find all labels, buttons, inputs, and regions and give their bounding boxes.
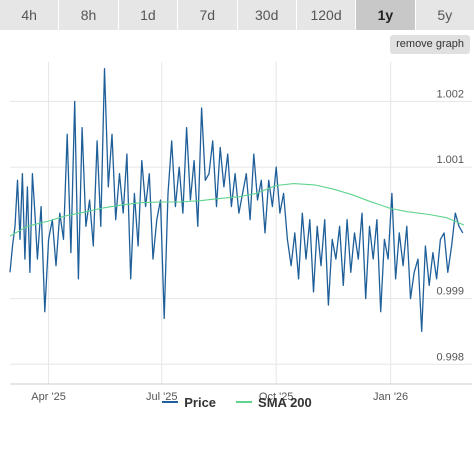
y-tick-label: 1.002 — [436, 88, 464, 100]
chart-legend: Price SMA 200 — [0, 392, 474, 412]
x-tick-label: Apr '25 — [31, 391, 66, 403]
tab-8h[interactable]: 8h — [59, 0, 119, 30]
tab-120d[interactable]: 120d — [296, 0, 357, 30]
y-tick-label: 1.001 — [436, 154, 464, 166]
y-tick-label: 0.998 — [436, 351, 464, 363]
tab-5y[interactable]: 5y — [415, 0, 474, 30]
tab-1d[interactable]: 1d — [118, 0, 179, 30]
legend-label-sma: SMA 200 — [258, 394, 312, 410]
legend-item-sma-200[interactable]: SMA 200 — [236, 392, 312, 412]
x-tick-label: Jan '26 — [373, 391, 408, 403]
x-tick-label: Oct '25 — [259, 391, 294, 403]
remove-graph-button[interactable]: remove graph — [390, 35, 470, 54]
legend-label-price: Price — [184, 394, 217, 410]
tab-1y[interactable]: 1y — [356, 0, 416, 30]
legend-item-price[interactable]: Price — [162, 392, 216, 412]
y-tick-label: 0.999 — [436, 286, 464, 298]
legend-swatch-price — [162, 401, 179, 403]
tab-7d[interactable]: 7d — [178, 0, 238, 30]
series-line-price — [9, 67, 464, 333]
tab-4h[interactable]: 4h — [0, 0, 60, 30]
series-line-sma-200 — [9, 183, 465, 237]
time-range-tabs: 4h 8h 1d 7d 30d 120d 1y 5y — [0, 0, 474, 30]
x-tick-label: Jul '25 — [146, 391, 177, 403]
legend-swatch-sma — [236, 401, 253, 403]
tab-30d[interactable]: 30d — [237, 0, 297, 30]
